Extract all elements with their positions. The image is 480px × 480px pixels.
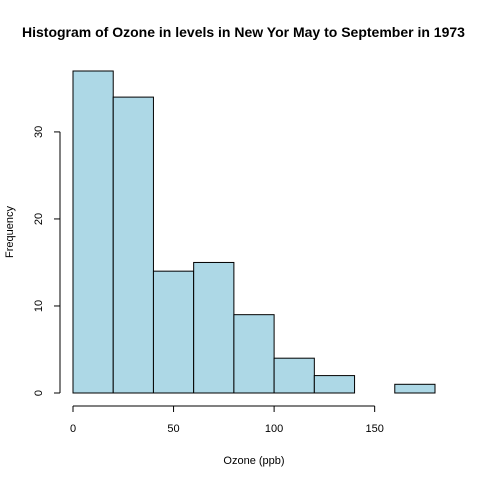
histogram-bar-8 <box>394 383 436 394</box>
x-axis: 0 50 100 150 <box>70 405 384 435</box>
histogram-bar-1 <box>112 96 154 394</box>
chart-title: Histogram of Ozone in levels in New Yor … <box>22 24 465 40</box>
histogram-bar-4 <box>233 314 275 394</box>
histogram-bar-5 <box>273 357 315 394</box>
x-tick-label-0: 0 <box>70 423 76 435</box>
y-tick-label-1: 10 <box>33 300 45 312</box>
y-tick-label-3: 30 <box>33 126 45 138</box>
histogram-bar-2 <box>152 270 195 394</box>
x-tick-label-2: 100 <box>265 423 283 435</box>
x-tick-label-3: 150 <box>365 423 383 435</box>
bars-group <box>72 70 436 394</box>
histogram-bar-0 <box>72 70 114 394</box>
x-axis-label: Ozone (ppb) <box>223 455 284 467</box>
x-tick-label-1: 50 <box>167 423 179 435</box>
y-axis: 0 10 20 30 <box>33 126 61 396</box>
histogram-bar-6 <box>313 375 356 394</box>
histogram-bar-3 <box>193 261 235 394</box>
y-tick-label-0: 0 <box>33 390 45 396</box>
y-tick-label-2: 20 <box>33 213 45 225</box>
y-axis-label: Frequency <box>4 206 16 258</box>
